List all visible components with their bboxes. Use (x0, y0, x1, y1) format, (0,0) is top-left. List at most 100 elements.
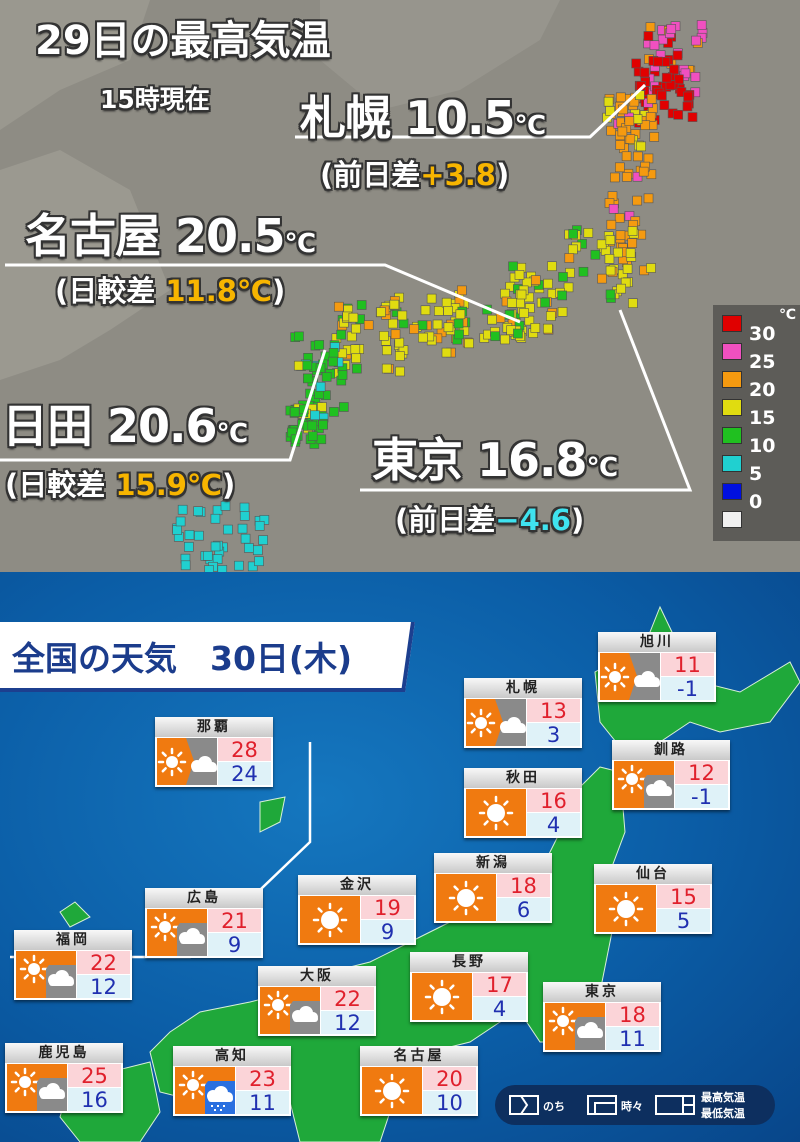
sun-icon (448, 880, 484, 916)
continent-landmass (320, 0, 560, 110)
station-dot (691, 35, 701, 46)
station-dot (172, 525, 182, 535)
city-forecast-card: 高知 23 11 (173, 1046, 291, 1116)
station-dot (657, 90, 667, 101)
station-dot (610, 172, 620, 183)
station-dot (302, 360, 313, 371)
station-dot (615, 140, 626, 150)
station-dot (616, 283, 626, 294)
station-dot (339, 402, 349, 412)
station-dot (443, 322, 454, 333)
sun-icon (178, 1070, 208, 1100)
station-dot (490, 331, 501, 342)
station-dot (426, 293, 437, 304)
station-dot (453, 318, 464, 329)
station-dot (420, 305, 431, 316)
tokyo-leader-line (360, 309, 693, 492)
station-dot (247, 561, 258, 572)
callout-hita-diff: (日較差 15.9℃) (5, 468, 236, 502)
station-dot (507, 298, 517, 308)
city-forecast-card: 秋田 16 4 (464, 768, 582, 838)
station-dot (390, 329, 401, 340)
station-dot (696, 20, 707, 30)
station-dot (590, 249, 601, 260)
station-dot (329, 407, 339, 417)
station-dot (348, 312, 359, 323)
station-dot (669, 64, 679, 75)
station-dot (646, 263, 656, 273)
city-name: 新潟 (434, 853, 552, 873)
station-dot (632, 171, 643, 182)
high-temp: 25 (68, 1064, 121, 1088)
high-temp: 22 (77, 951, 130, 975)
weather-icon-sun-sometimes-cloud (260, 987, 320, 1034)
city-forecast-card: 新潟 18 6 (434, 853, 552, 923)
station-dot (530, 275, 541, 285)
station-dot (645, 22, 656, 32)
legend-label: 30 (749, 323, 776, 345)
station-dot (557, 307, 568, 317)
city-name: 名古屋 (360, 1046, 478, 1066)
station-dot (543, 323, 553, 334)
legend-swatch (722, 483, 742, 500)
station-dot (645, 112, 656, 122)
sun-icon (312, 902, 348, 938)
station-dot (223, 524, 233, 535)
station-dot (568, 229, 578, 239)
station-dot (680, 68, 691, 79)
station-dot (193, 506, 203, 516)
station-dot (690, 72, 701, 82)
station-dot (314, 340, 325, 350)
station-dot (519, 308, 529, 318)
city-forecast-card: 那覇 28 24 (155, 717, 273, 787)
weather-icon-sun-sometimes-cloud (614, 761, 674, 808)
station-dot (217, 565, 228, 572)
station-dot (515, 298, 525, 308)
station-temperature-dots (0, 0, 708, 572)
dot-group (172, 20, 708, 572)
legend-label: 10 (749, 435, 776, 457)
city-name: 東京 (543, 982, 661, 1002)
station-dot (303, 373, 313, 384)
low-temp: 10 (423, 1091, 476, 1115)
city-forecast-card: 金沢 19 9 (298, 875, 416, 945)
station-dot (568, 244, 578, 255)
high-temp: 15 (657, 885, 710, 909)
city-name: 大阪 (258, 966, 376, 986)
station-dot (649, 40, 660, 51)
callout-tokyo: 東京 16.8℃ (372, 433, 618, 487)
station-dot (640, 120, 651, 131)
icon-key: のち 時々 最高気温 最低気温 (495, 1085, 775, 1125)
station-dot (597, 273, 607, 284)
station-dot (508, 261, 518, 272)
city-forecast-card: 大阪 22 12 (258, 966, 376, 1036)
station-dot (289, 407, 300, 417)
station-dot (184, 530, 195, 540)
station-dot (578, 266, 589, 277)
high-temp: 16 (527, 789, 580, 813)
city-name: 仙台 (594, 864, 712, 884)
weather-icon-sun-sometimes-cloud (147, 909, 207, 956)
station-dot (293, 360, 304, 371)
station-dot (643, 31, 654, 41)
station-dot (294, 331, 304, 342)
station-dot (334, 301, 344, 312)
city-forecast-card: 東京 18 11 (543, 982, 661, 1052)
station-dot (649, 132, 660, 142)
high-temp: 19 (361, 896, 414, 920)
legend-unit: ℃ (779, 307, 796, 323)
station-dot (657, 34, 668, 45)
station-dot (210, 513, 221, 524)
station-dot (543, 278, 553, 289)
high-temp: 17 (473, 973, 526, 997)
sapporo-leader-line (295, 83, 647, 139)
cloud-icon (179, 928, 205, 944)
weather-icon-sun-sometimes-rain (175, 1067, 235, 1114)
low-temp: 11 (606, 1027, 659, 1051)
legend-swatch (722, 371, 742, 388)
cloud-icon (39, 1083, 65, 1099)
weather-icon-sun-then-cloud (600, 653, 660, 700)
city-name: 長野 (410, 952, 528, 972)
station-dot (443, 306, 453, 316)
station-dot (627, 238, 638, 248)
